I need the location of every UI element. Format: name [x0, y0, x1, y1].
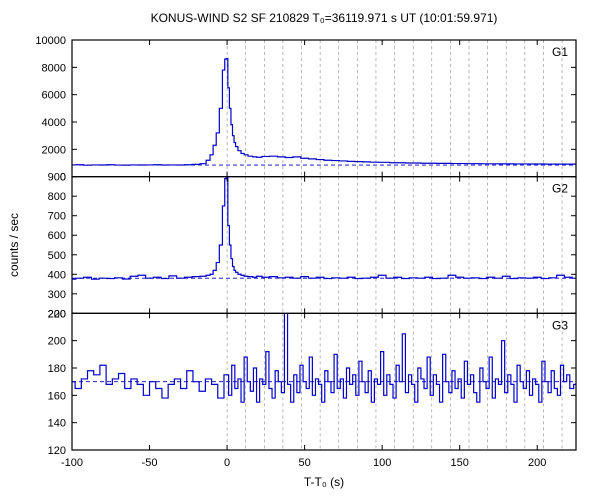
xtick-label: 50 [298, 457, 310, 469]
ytick-label: 500 [48, 250, 66, 262]
x-axis-label: T-T₀ (s) [304, 475, 344, 489]
ytick-label: 800 [48, 191, 66, 203]
chart-title: KONUS-WIND S2 SF 210829 T₀=36119.971 s U… [151, 11, 498, 25]
xtick-label: -50 [142, 457, 158, 469]
ytick-label: 4000 [42, 117, 66, 129]
ytick-label: 200 [48, 336, 66, 348]
ytick-label: 300 [48, 289, 66, 301]
panel-label: G1 [552, 45, 568, 59]
ytick-label: 900 [48, 172, 66, 184]
xtick-label: 200 [528, 457, 546, 469]
time-series-chart: KONUS-WIND S2 SF 210829 T₀=36119.971 s U… [0, 0, 600, 500]
ytick-label: 140 [48, 418, 66, 430]
ytick-label: 160 [48, 390, 66, 402]
ytick-label: 400 [48, 269, 66, 281]
xtick-label: 150 [451, 457, 469, 469]
xtick-label: 100 [373, 457, 391, 469]
ytick-label: 6000 [42, 90, 66, 102]
y-axis-label: counts / sec [7, 213, 21, 277]
ytick-label: 180 [48, 363, 66, 375]
panel-label: G3 [552, 318, 568, 332]
panel-label: G2 [552, 182, 568, 196]
ytick-label: 700 [48, 211, 66, 223]
ytick-label: 8000 [42, 62, 66, 74]
ytick-label: 120 [48, 445, 66, 457]
xtick-label: 0 [224, 457, 230, 469]
ytick-label: 220 [48, 308, 66, 320]
ytick-label: 2000 [42, 144, 66, 156]
ytick-label: 10000 [35, 35, 66, 47]
ytick-label: 600 [48, 230, 66, 242]
xtick-label: -100 [61, 457, 83, 469]
